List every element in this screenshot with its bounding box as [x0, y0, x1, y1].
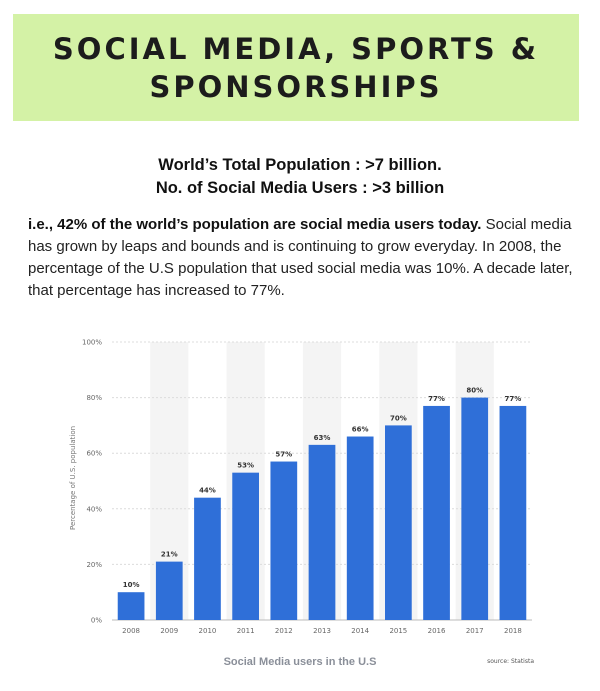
- intro-paragraph: i.e., 42% of the world’s population are …: [28, 214, 576, 302]
- y-tick-label: 40%: [86, 505, 102, 513]
- x-tick-labels: 2008 2009 2010 2011 2012 2013 2014 2015 2016 2017…: [122, 627, 522, 635]
- bar-2014: [346, 436, 374, 620]
- bar-2011: [232, 472, 259, 620]
- bar-2009: [155, 561, 183, 620]
- x-tick-label-2015: 2015: [389, 627, 407, 635]
- x-tick-label-2008: 2008: [122, 627, 140, 635]
- value-label-2014: 66%: [352, 426, 369, 434]
- bar-2012: [270, 461, 298, 620]
- value-label-2017: 80%: [466, 387, 483, 395]
- population-stat: World’s Total Population : >7 billion.: [158, 156, 442, 174]
- y-tick-label: 20%: [86, 561, 102, 569]
- value-label-2009: 21%: [161, 551, 178, 559]
- bar-2015: [385, 425, 412, 620]
- x-tick-label-2009: 2009: [160, 627, 178, 635]
- page-title-line-2: SPONSORSHIPS: [149, 69, 443, 104]
- title-banner: SOCIAL MEDIA, SPORTS & SPONSORSHIPS: [13, 14, 579, 121]
- bar-2016: [423, 405, 450, 620]
- bar-2017: [461, 397, 489, 620]
- value-label-2018: 77%: [505, 395, 522, 403]
- x-tick-label-2010: 2010: [199, 627, 217, 635]
- value-label-2012: 57%: [275, 451, 292, 459]
- y-tick-labels: 0% 20% 40% 60% 80% 100%: [82, 339, 102, 625]
- x-tick-label-2017: 2017: [466, 627, 484, 635]
- intro-paragraph-bold: i.e., 42% of the world’s population are …: [28, 216, 482, 233]
- bar-2013: [308, 444, 336, 620]
- y-axis-label: Percentage of U.S. population: [69, 426, 77, 530]
- value-label-2011: 53%: [237, 462, 254, 470]
- users-stat: No. of Social Media Users : >3 billion: [155, 179, 445, 197]
- y-tick-label: 0%: [91, 617, 102, 625]
- x-tick-label-2018: 2018: [504, 627, 522, 635]
- page-title-line-1: SOCIAL MEDIA, SPORTS &: [52, 31, 540, 66]
- bar-2008: [117, 592, 145, 620]
- chart-source: source: Statista: [487, 658, 534, 665]
- x-tick-label-2011: 2011: [237, 627, 255, 635]
- y-tick-label: 60%: [86, 450, 102, 458]
- x-tick-label-2012: 2012: [275, 627, 293, 635]
- value-label-2010: 44%: [199, 487, 216, 495]
- intro-paragraph-rest: Social media has grown by leaps and boun…: [28, 216, 573, 299]
- value-label-2013: 63%: [314, 434, 331, 442]
- x-tick-label-2014: 2014: [351, 627, 369, 635]
- y-tick-label: 100%: [82, 339, 102, 347]
- stats-block: World’s Total Population : >7 billion. N…: [0, 154, 600, 200]
- value-label-2015: 70%: [390, 414, 407, 422]
- bar-2010: [194, 497, 221, 620]
- x-tick-label-2016: 2016: [428, 627, 446, 635]
- y-tick-label: 80%: [86, 394, 102, 402]
- x-tick-label-2013: 2013: [313, 627, 331, 635]
- bar-2018: [499, 405, 527, 620]
- bar-chart: 0% 20% 40% 60% 80% 100% 10% 21% 44% 53% 57% 63% 66%…: [69, 339, 534, 669]
- value-label-2008: 10%: [123, 581, 140, 589]
- chart-title: Social Media users in the U.S: [224, 656, 377, 668]
- value-labels: 10% 21% 44% 53% 57% 63% 66% 70% 77% 80% 77%: [123, 387, 522, 590]
- chart-bars: [117, 397, 527, 620]
- value-label-2016: 77%: [428, 395, 445, 403]
